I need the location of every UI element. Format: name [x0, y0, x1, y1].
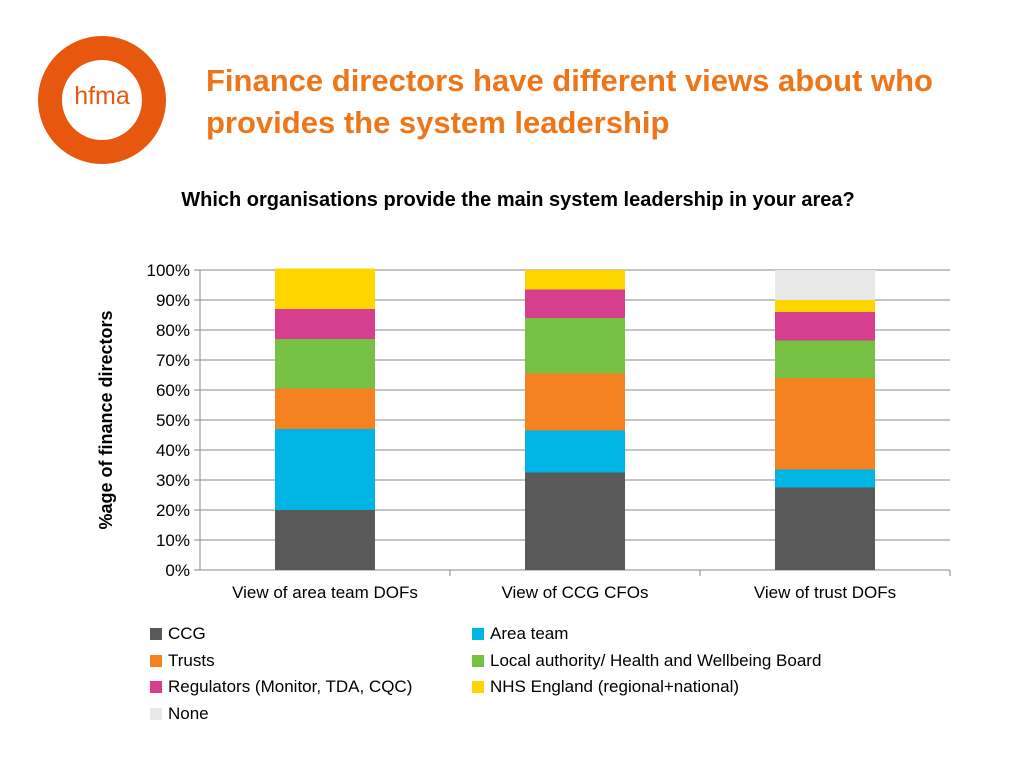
- legend-swatch: [472, 628, 484, 640]
- x-tick-label: View of CCG CFOs: [501, 583, 648, 602]
- bar-area-team: [525, 430, 625, 473]
- y-tick-label: 40%: [156, 441, 190, 460]
- legend-item: Regulators (Monitor, TDA, CQC): [150, 677, 412, 697]
- legend-swatch: [150, 707, 162, 720]
- x-tick-label: View of area team DOFs: [232, 583, 418, 602]
- bar-nhs-england-regional-national: [525, 270, 625, 290]
- y-tick-label: 60%: [156, 381, 190, 400]
- legend-swatch: [150, 628, 162, 640]
- y-tick-label: 0%: [165, 561, 190, 580]
- bar-area-team: [775, 469, 875, 488]
- logo-text: hfma: [74, 82, 130, 110]
- legend-label: Regulators (Monitor, TDA, CQC): [168, 677, 413, 696]
- bar-ccg: [775, 487, 875, 570]
- bar-ccg: [275, 510, 375, 570]
- bar-none: [775, 270, 875, 300]
- bar-area-team: [275, 429, 375, 510]
- bar-local-authority-health-and-wellbeing-board: [775, 340, 875, 378]
- page-title: Finance directors have different views a…: [206, 63, 933, 140]
- y-tick-label: 50%: [156, 411, 190, 430]
- bar-trusts: [775, 378, 875, 470]
- legend-item: Local authority/ Health and Wellbeing Bo…: [472, 651, 821, 671]
- bar-nhs-england-regional-national: [275, 268, 375, 309]
- legend-label: CCG: [168, 624, 206, 643]
- bar-regulators-monitor-tda-cqc: [525, 289, 625, 318]
- legend-item: CCG: [150, 624, 206, 644]
- legend-label: Area team: [490, 624, 569, 643]
- bar-regulators-monitor-tda-cqc: [275, 309, 375, 339]
- legend-item: Trusts: [150, 651, 215, 671]
- stacked-bar-chart: 0% 10% 20% 30% 40% 50% 60% 70% 80% 90% 100% %age of…: [96, 261, 951, 602]
- legend-swatch: [150, 681, 162, 693]
- legend-swatch: [472, 681, 484, 693]
- legend-label: NHS England (regional+national): [490, 677, 740, 696]
- legend-label: Trusts: [168, 650, 215, 670]
- y-tick-label: 10%: [156, 531, 190, 550]
- y-tick-label: 70%: [156, 351, 190, 370]
- legend-label: Local authority/ Health and Wellbeing Bo…: [490, 650, 822, 670]
- legend-swatch: [472, 654, 484, 667]
- bar-local-authority-health-and-wellbeing-board: [275, 339, 375, 389]
- hfma-logo: [38, 36, 166, 164]
- y-tick-label: 100%: [147, 261, 190, 280]
- legend-item: None: [150, 704, 209, 724]
- y-tick-label: 20%: [156, 501, 190, 520]
- chart-title: Which organisations provide the main sys…: [181, 189, 855, 211]
- bar-trusts: [275, 388, 375, 429]
- bar-ccg: [525, 472, 625, 570]
- legend-item: Area team: [472, 624, 568, 644]
- x-tick-label: View of trust DOFs: [754, 583, 896, 602]
- y-tick-label: 30%: [156, 471, 190, 490]
- bar-regulators-monitor-tda-cqc: [775, 312, 875, 341]
- legend-item: NHS England (regional+national): [472, 677, 739, 697]
- y-axis-label: %age of finance directors: [96, 310, 116, 529]
- legend-label: None: [168, 703, 209, 723]
- y-tick-label: 90%: [156, 291, 190, 310]
- bar-nhs-england-regional-national: [775, 300, 875, 312]
- bar-trusts: [525, 373, 625, 431]
- legend-swatch: [150, 654, 162, 667]
- y-tick-label: 80%: [156, 321, 190, 340]
- bar-local-authority-health-and-wellbeing-board: [525, 318, 625, 374]
